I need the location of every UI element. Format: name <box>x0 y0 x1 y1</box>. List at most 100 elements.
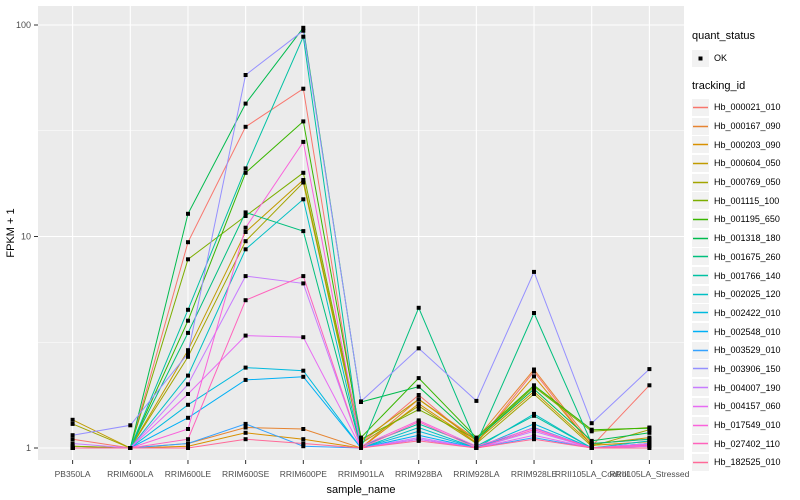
x-tick-label: RRIM600LE <box>165 469 212 479</box>
data-point <box>474 446 479 450</box>
y-tick-label: 100 <box>16 20 31 30</box>
legend-item-label: Hb_000203_090 <box>714 139 781 150</box>
data-point <box>416 429 421 434</box>
legend-key <box>692 136 709 154</box>
data-point <box>359 435 363 440</box>
data-point <box>416 393 421 397</box>
data-point <box>243 73 248 77</box>
data-point <box>647 446 652 450</box>
x-tick-label: RRIM901LA <box>338 469 385 479</box>
data-point <box>647 430 652 435</box>
data-point <box>301 441 306 446</box>
data-point <box>301 427 306 431</box>
data-point <box>301 170 306 175</box>
data-point <box>301 86 306 91</box>
data-point <box>532 421 536 426</box>
tracking-id-legend-items: Hb_000021_010 Hb_000167_090 Hb_000203_090 H… <box>692 98 798 472</box>
legend-item: Hb_002548_010 <box>692 322 798 341</box>
legend-item: Hb_182525_010 <box>692 453 798 472</box>
x-tick-label: RRIM600PE <box>280 469 328 479</box>
data-point <box>243 170 248 175</box>
legend-item: Hb_001675_260 <box>692 248 798 267</box>
legend-item: Hb_002422_010 <box>692 304 798 323</box>
data-point <box>186 240 190 245</box>
legend-item-label: Hb_002025_120 <box>714 289 781 300</box>
legend-key <box>692 323 709 341</box>
legend-key <box>692 248 709 266</box>
data-point <box>416 421 421 426</box>
data-point <box>243 421 248 426</box>
data-point <box>301 437 306 442</box>
data-point <box>243 437 248 442</box>
data-point <box>301 180 306 185</box>
legend-key <box>692 98 709 116</box>
legend-item-label: Hb_182525_010 <box>714 457 781 468</box>
legend-item: Hb_001766_140 <box>692 266 798 285</box>
data-point <box>416 346 421 351</box>
data-point <box>532 389 536 394</box>
data-point <box>416 384 421 389</box>
data-point <box>186 373 190 378</box>
legend-item-label: Hb_027402_110 <box>714 438 780 449</box>
data-point <box>186 211 190 216</box>
legend-key <box>692 117 709 135</box>
x-tick-label: RRIM928LA <box>453 469 500 479</box>
legend-key <box>692 341 709 359</box>
data-point <box>128 446 133 450</box>
data-point <box>532 383 536 388</box>
data-point <box>70 417 75 422</box>
x-tick-label: RRIM928LE <box>511 469 558 479</box>
legend-item-label: Hb_000167_090 <box>714 121 781 132</box>
data-point <box>416 419 421 424</box>
legend-item: Hb_003529_010 <box>692 341 798 360</box>
legend-item-label: OK <box>714 53 728 63</box>
series-line-swatch-icon <box>693 200 708 202</box>
data-point <box>301 25 306 30</box>
data-point <box>532 387 536 391</box>
legend-item: Hb_004007_190 <box>692 378 798 397</box>
data-point <box>301 28 306 33</box>
quant-status-legend-items: OK <box>692 48 798 68</box>
legend-key <box>692 379 709 397</box>
series-line-swatch-icon <box>693 125 708 127</box>
legend-item: Hb_000604_050 <box>692 154 798 173</box>
data-point <box>186 351 190 356</box>
data-point <box>647 383 652 388</box>
series-line-swatch-icon <box>693 293 708 295</box>
data-point <box>359 399 363 404</box>
data-point <box>243 425 248 430</box>
data-point <box>532 433 536 438</box>
legend: quant_status OK tracking_id Hb_000021_01… <box>692 30 798 472</box>
data-point <box>243 239 248 244</box>
data-point <box>416 305 421 310</box>
data-point <box>532 374 536 379</box>
legend-key <box>692 285 709 303</box>
legend-item-label: Hb_004007_190 <box>714 382 781 393</box>
data-point <box>532 367 536 372</box>
legend-key <box>692 173 709 191</box>
data-point <box>186 382 190 387</box>
legend-item-label: Hb_000021_010 <box>714 102 781 113</box>
series-line-swatch-icon <box>693 349 708 352</box>
data-point <box>70 437 75 442</box>
data-point <box>301 374 306 379</box>
data-point <box>186 330 190 335</box>
legend-key <box>692 397 709 415</box>
data-point <box>70 441 75 446</box>
x-axis-title: sample_name <box>326 484 395 496</box>
series-line-swatch-icon <box>693 386 708 389</box>
legend-key <box>692 416 709 434</box>
legend-item-label: Hb_001675_260 <box>714 251 781 262</box>
legend-item: Hb_017549_010 <box>692 416 798 435</box>
data-point <box>186 257 190 262</box>
legend-item: Hb_001318_180 <box>692 229 798 248</box>
x-tick-label: RRII105LA_Control <box>555 469 629 479</box>
data-point <box>359 446 363 450</box>
legend-item: Hb_000167_090 <box>692 117 798 136</box>
legend-item: Hb_000769_050 <box>692 173 798 192</box>
legend-key <box>692 267 709 285</box>
data-point <box>243 214 248 218</box>
data-point <box>416 401 421 406</box>
data-point <box>589 441 594 446</box>
